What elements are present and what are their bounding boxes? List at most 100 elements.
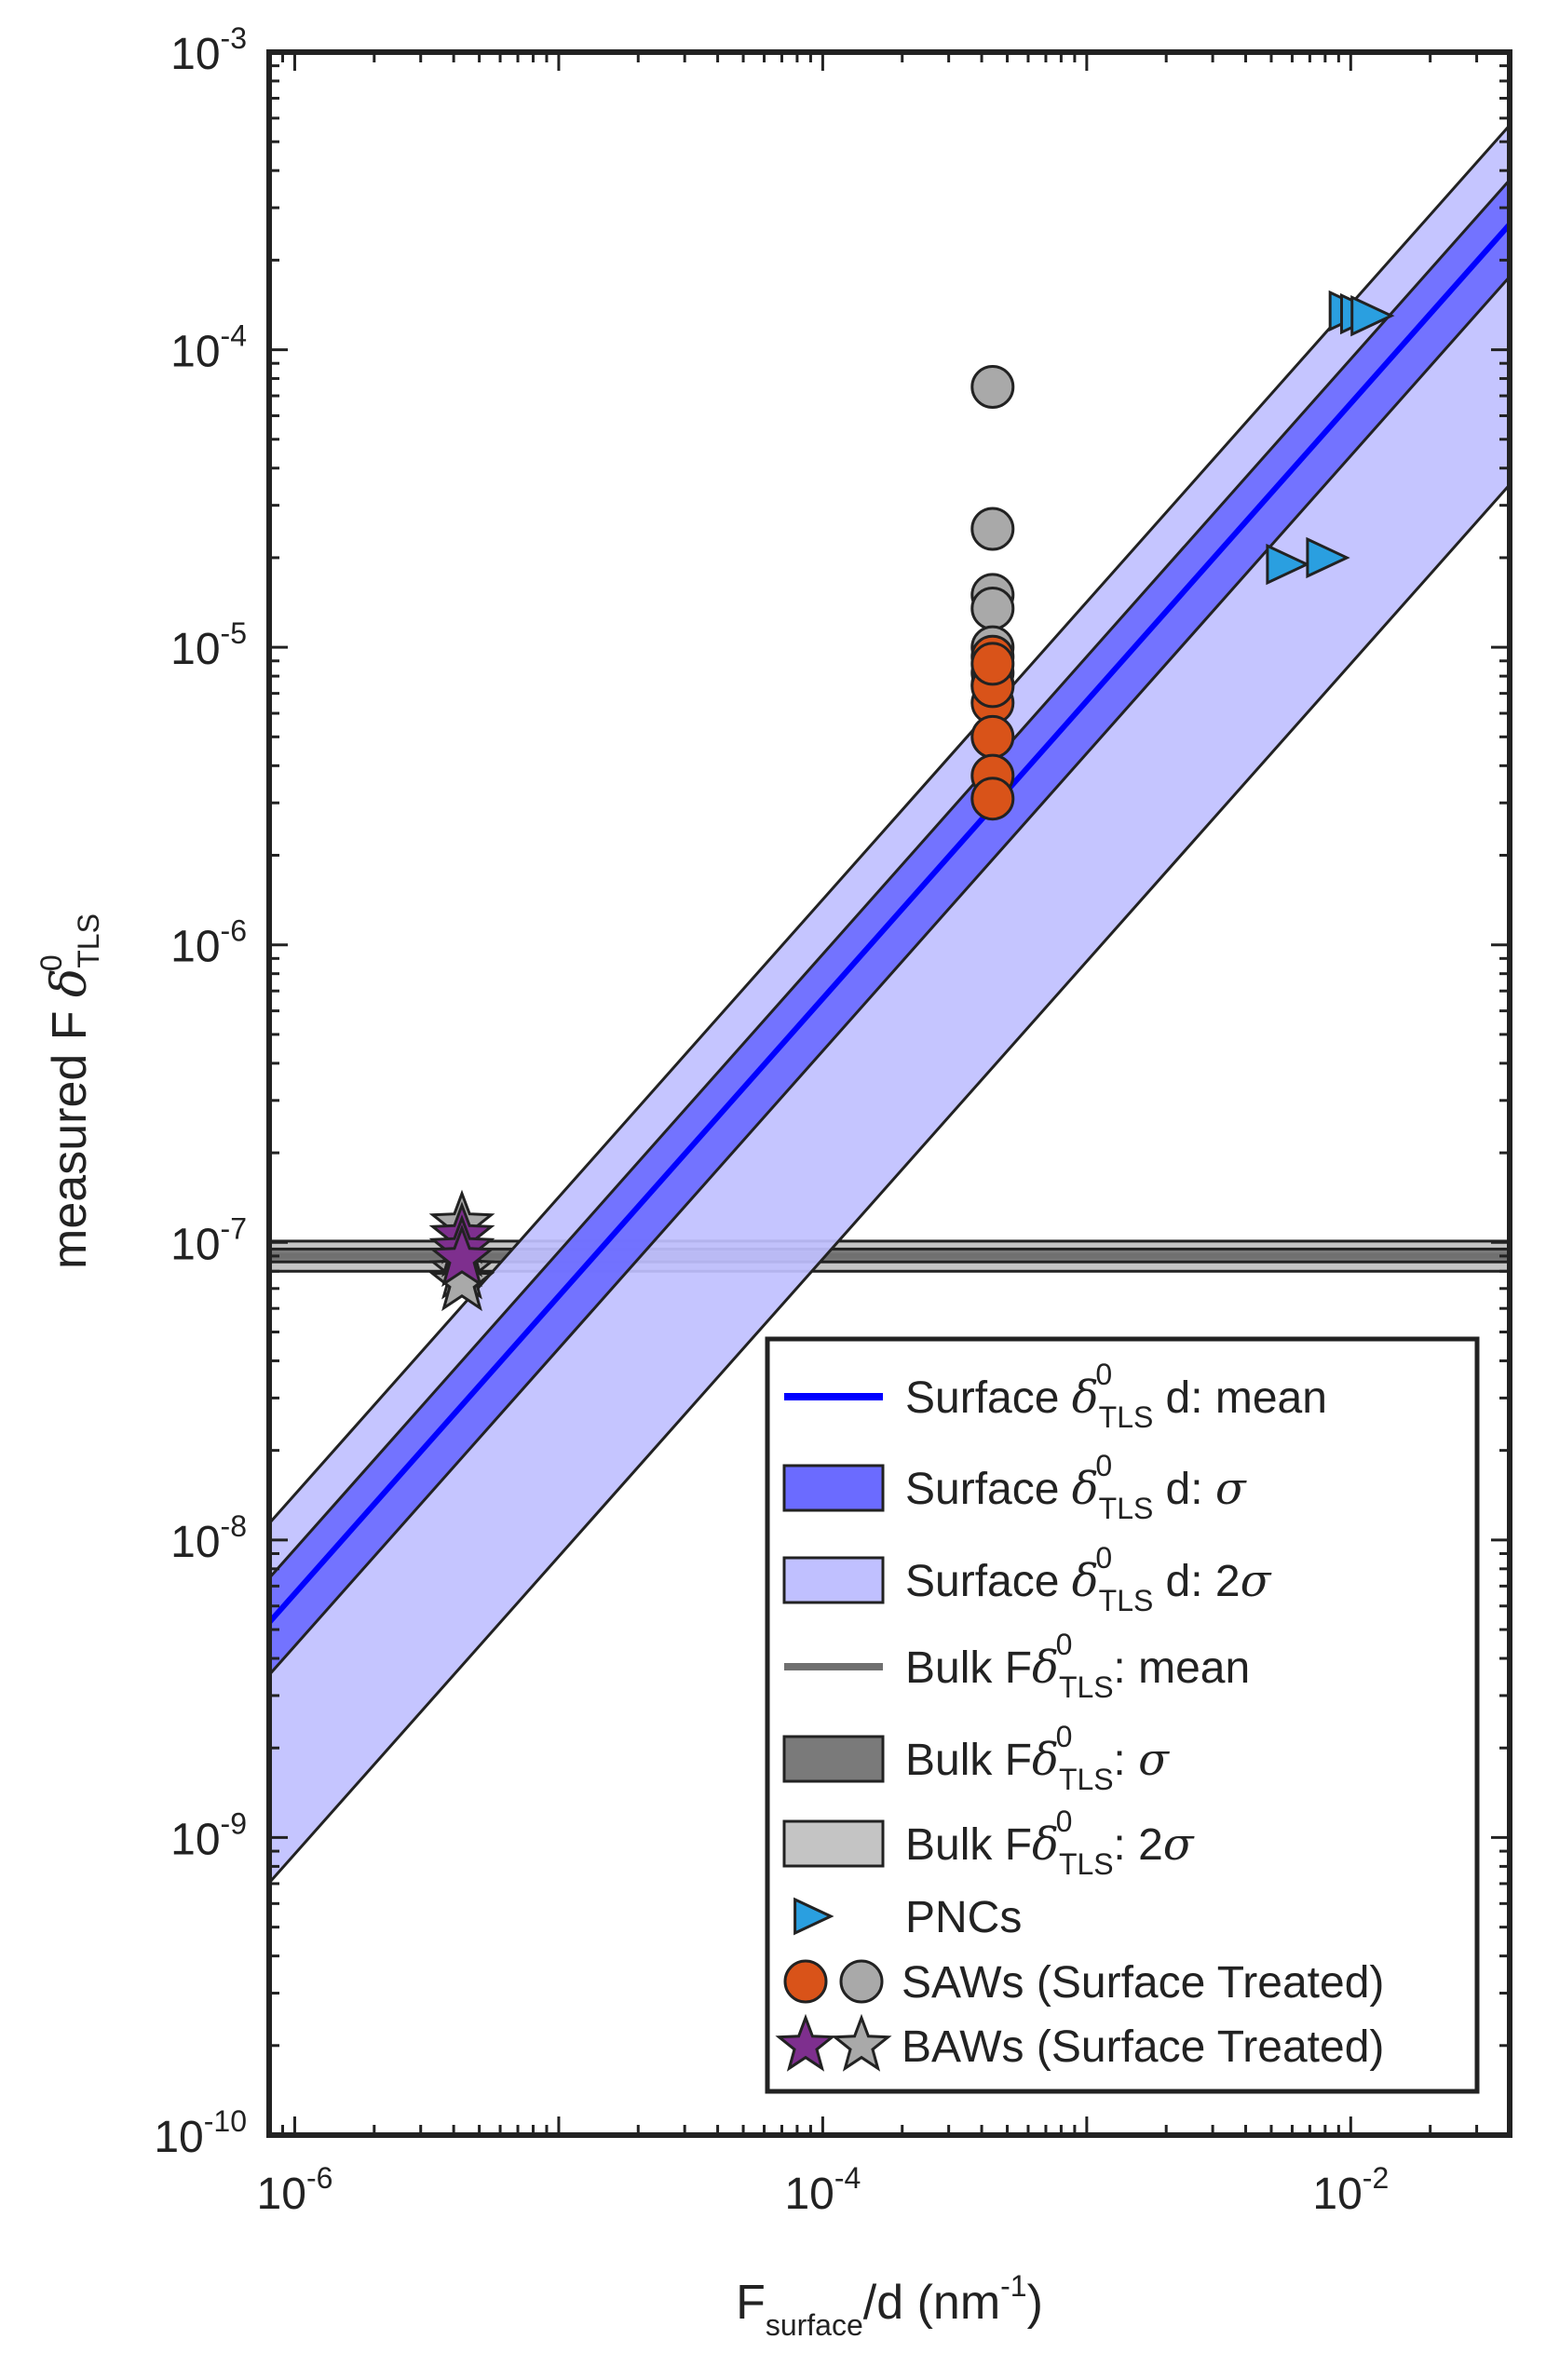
x-tick-label-exp: -6 [306,2161,332,2195]
legend-label-sub: TLS [1059,1670,1114,1704]
legend-label-suffix: : 2 [1113,1820,1162,1870]
legend-swatch [775,2013,836,2072]
bands-layer [269,123,1510,1886]
x-tick-label-exp: -2 [1363,2161,1389,2195]
legend-label: Surface δTLS 0 d: σ [905,1449,1247,1525]
legend-label-sup: 0 [1056,1805,1073,1838]
legend-label-sub: TLS [1099,1400,1154,1434]
y-tick-label: 10-5 [170,616,247,674]
legend-swatch [782,1819,885,1868]
y-tick-label: 10-3 [170,21,247,79]
legend-label-sup: 0 [1056,1720,1073,1753]
x-axis-title-sub: surface [766,2308,863,2342]
legend-label-symbol: δ [1072,1555,1099,1607]
y-tick-label-base: 10 [170,1518,220,1567]
y-tick-label-base: 10 [170,625,220,674]
y-axis-title-sup: 0 [34,954,68,971]
x-tick-label: 10-2 [1312,2161,1389,2219]
legend-label: Surface δTLS 0 d: 2σ [905,1541,1272,1617]
legend-label-sub: TLS [1059,1847,1114,1881]
y-tick-label-base: 10 [170,328,220,377]
y-tick-label: 10-8 [170,1509,247,1567]
legend-label: Bulk FδTLS 0 : mean [905,1628,1250,1704]
legend-label-symbol: δ [1032,1642,1059,1694]
data-point-star [428,1224,495,1288]
x-tick-label: 10-4 [784,2161,861,2219]
legend-label-text: SAWs (Surface Treated) [902,1958,1384,2008]
y-tick-label: 10-9 [170,1806,247,1864]
x-tick-label-exp: -4 [834,2161,861,2195]
y-tick-label-base: 10 [170,30,220,79]
legend-swatch [783,1959,828,2004]
y-tick-label-exp: -7 [221,1211,247,1245]
x-axis-title-main: F [736,2276,766,2330]
legend-swatch [831,2013,892,2072]
legend-label-sigma: σ [1163,1819,1195,1871]
x-axis-title: Fsurface/d (nm-1) [736,2269,1043,2342]
y-tick-label-exp: -9 [221,1806,247,1840]
legend-swatch [839,1959,884,2004]
x-axis-title-sup: -1 [1000,2269,1026,2303]
legend-label-sigma: σ [1241,1555,1272,1607]
legend-swatch [782,1735,885,1783]
data-point-circle [970,777,1015,821]
legend-swatch [782,1556,885,1604]
legend-label-suffix: d: [1153,1465,1215,1514]
y-tick-label: 10-7 [170,1211,247,1269]
y-axis-title: measured F δTLS0 [34,913,105,1269]
legend-label-text: PNCs [905,1893,1022,1942]
y-axis-title-symbol: δ [42,968,98,997]
legend-label-text: Bulk F [905,1820,1032,1870]
data-point-triangle-right [1350,294,1395,337]
y-tick-label-exp: -6 [221,914,247,948]
markers-layer [428,290,1395,1312]
legend-label-text: Surface [905,1465,1072,1514]
legend-label-sup: 0 [1095,1541,1112,1575]
legend-label-symbol: δ [1032,1734,1059,1786]
legend-label-suffix: d: 2 [1153,1557,1240,1606]
legend-label-text: Bulk F [905,1736,1032,1785]
x-axis-title-close: ) [1027,2276,1043,2330]
y-tick-label: 10-10 [154,2104,247,2162]
legend-label-text: Surface [905,1557,1072,1606]
y-tick-label: 10-6 [170,914,247,972]
y-tick-label-base: 10 [170,1815,220,1864]
x-tick-label-base: 10 [1312,2170,1362,2219]
legend-label-suffix: : mean [1113,1643,1250,1693]
legend-swatch [793,1897,834,1936]
legend-label-sup: 0 [1056,1628,1073,1661]
x-tick-label: 10-6 [257,2161,333,2219]
data-point-circle [970,364,1015,409]
legend-label: Surface δTLS 0 d: mean [905,1358,1327,1434]
y-tick-label-exp: -8 [221,1509,247,1543]
y-axis-title-sub: TLS [72,913,105,968]
legend-label: BAWs (Surface Treated) [902,2022,1384,2072]
legend-label-sigma: σ [1138,1734,1170,1786]
data-point-star [428,1248,495,1312]
legend-label-text: Bulk F [905,1643,1032,1693]
data-point-circle [970,642,1015,686]
surface-mean-line [269,220,1510,1628]
legend-label-symbol: δ [1072,1372,1099,1424]
y-tick-label-exp: -4 [221,319,247,353]
y-tick-label-base: 10 [170,923,220,972]
x-tick-label-base: 10 [257,2170,306,2219]
y-tick-label-exp: -5 [221,616,247,650]
legend-label-symbol: δ [1032,1819,1059,1871]
tick-labels-layer: 10-6 10-4 10-210-1010-910-810-710-610-510-… [154,21,1389,2219]
legend-label-sub: TLS [1099,1492,1154,1525]
plot-frame [266,49,1512,2138]
y-axis-title-main: measured F [43,997,97,1269]
x-tick-label-base: 10 [784,2170,834,2219]
legend-label-sub: TLS [1059,1763,1114,1796]
legend-label-suffix: d: mean [1153,1373,1327,1423]
data-point-circle [970,507,1015,551]
legend-swatch [782,1464,885,1512]
legend-box [765,1336,1480,2094]
y-tick-label-exp: -10 [204,2104,247,2138]
legend-label: SAWs (Surface Treated) [902,1958,1384,2008]
legend-label-sub: TLS [1099,1584,1154,1617]
y-tick-label: 10-4 [170,319,247,377]
